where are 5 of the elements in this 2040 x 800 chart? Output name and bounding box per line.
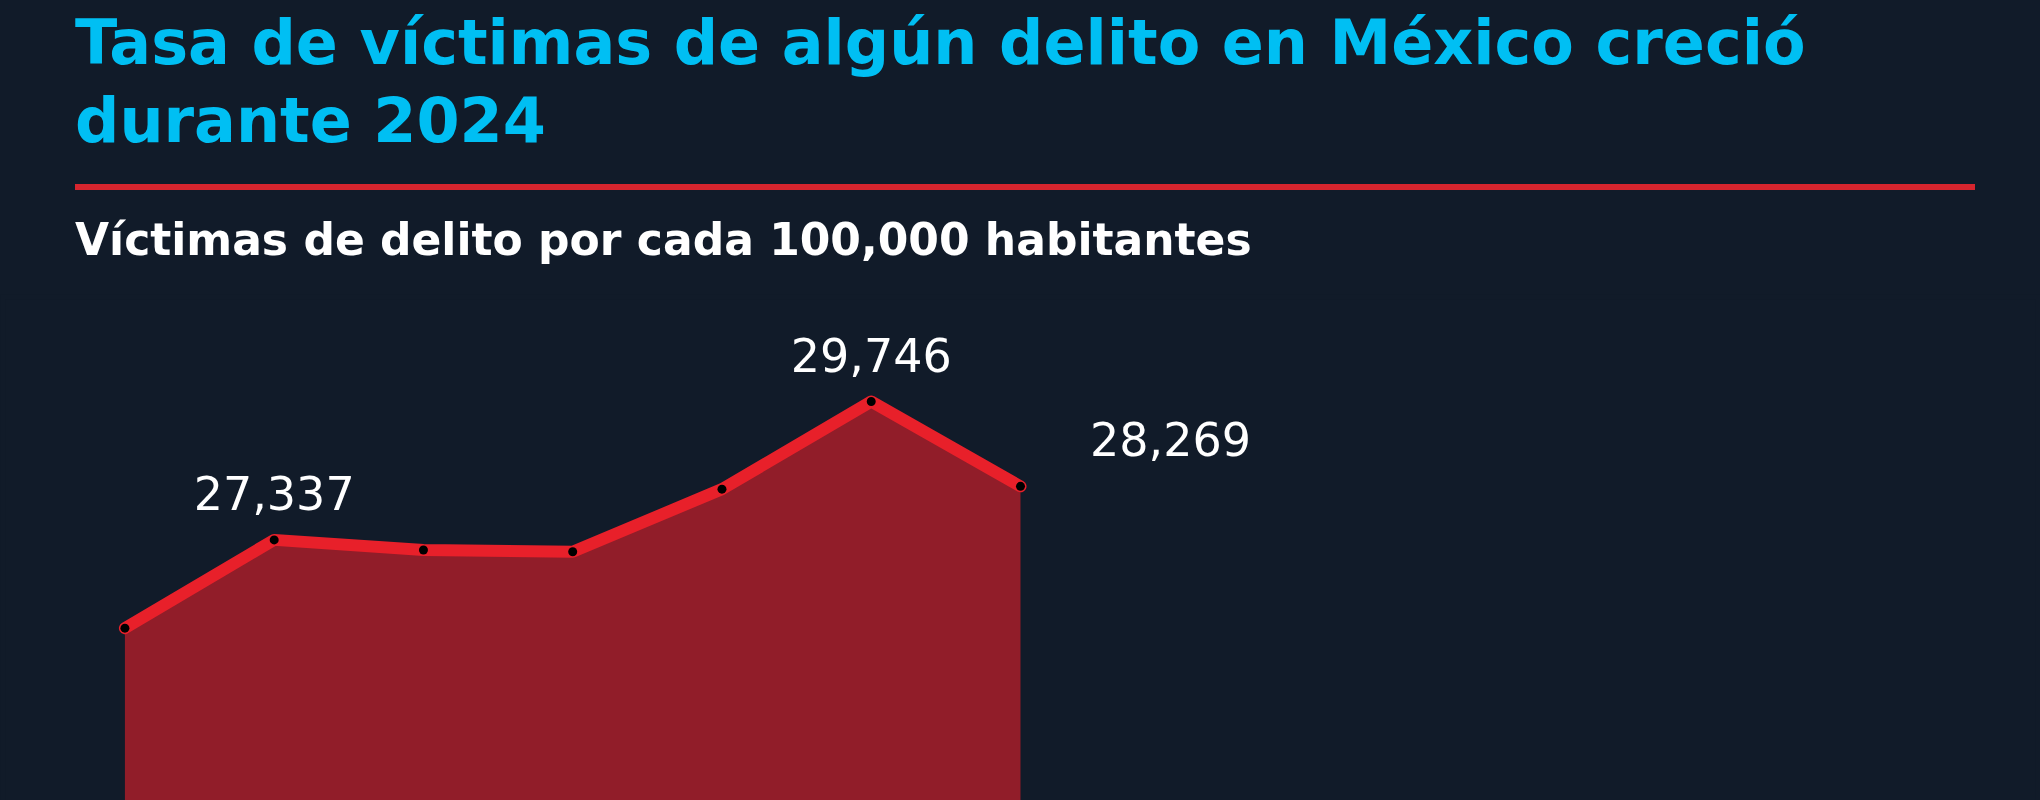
data-label: 28,269 xyxy=(1090,413,1251,468)
chart-title: Tasa de víctimas de algún delito en México creció durante 2024 xyxy=(75,5,1807,159)
chart-subtitle: Víctimas de delito por cada 100,000 habitantes xyxy=(75,213,1252,267)
data-label: 27,337 xyxy=(193,466,355,521)
data-label: 29,746 xyxy=(790,328,952,383)
